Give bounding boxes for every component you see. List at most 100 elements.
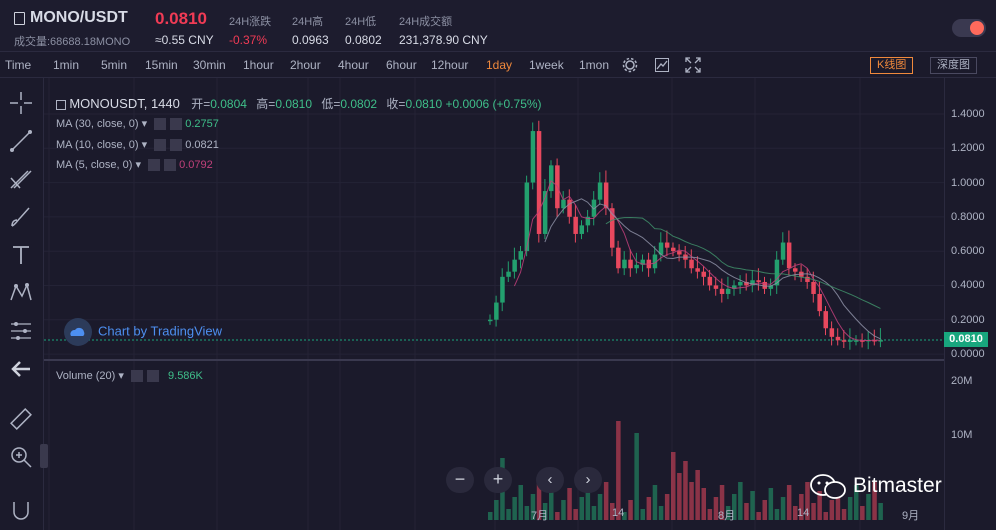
candle-body: [518, 251, 523, 260]
volume-bar: [689, 482, 694, 520]
volume-bar: [847, 497, 853, 520]
theme-toggle[interactable]: [952, 19, 986, 37]
cny-price: ≈0.55 CNY: [155, 33, 214, 47]
tf-1hour[interactable]: 1hour: [243, 58, 274, 72]
ma30-settings-icon[interactable]: [154, 118, 167, 131]
magnet-icon[interactable]: [8, 498, 34, 524]
ma30-row[interactable]: MA (30, close, 0) ▾ 0.2757: [56, 118, 219, 131]
prediction-tool-icon[interactable]: [8, 318, 34, 344]
ruler-icon[interactable]: [8, 406, 34, 432]
fullscreen-icon[interactable]: [685, 57, 701, 73]
volume-bar: [561, 500, 566, 520]
tf-4hour[interactable]: 4hour: [338, 58, 369, 72]
ma5-close-icon[interactable]: [164, 159, 177, 172]
brush-icon[interactable]: [8, 204, 34, 230]
settings-gear-icon[interactable]: [622, 57, 638, 73]
tf-1day[interactable]: 1day: [479, 55, 519, 76]
tf-time[interactable]: Time: [5, 58, 32, 72]
candle-body: [786, 242, 792, 269]
price-tick: 1.2000: [951, 142, 985, 154]
volume-bar: [597, 494, 603, 520]
tf-2hour[interactable]: 2hour: [290, 58, 321, 72]
tf-1min[interactable]: 1min: [53, 58, 80, 72]
volume-bar: [786, 485, 792, 520]
volume-bar: [829, 500, 835, 520]
price-tick: 0.4000: [951, 279, 985, 291]
trend-line-icon[interactable]: [8, 128, 34, 154]
ma5-settings-icon[interactable]: [148, 159, 161, 172]
volume-bar: [616, 421, 621, 520]
ma5-value: 0.0792: [179, 159, 213, 171]
volume-bar: [719, 485, 725, 520]
volume-bar: [725, 506, 731, 520]
collapse-legend-icon[interactable]: [56, 99, 66, 110]
price-axis[interactable]: 1.4000 1.2000 1.0000 0.8000 0.6000 0.400…: [944, 78, 996, 530]
ma5-label: MA (5, close, 0): [56, 159, 133, 171]
ma30-close-icon[interactable]: [170, 118, 183, 131]
tf-30min[interactable]: 30min: [193, 58, 226, 72]
volume-bar: [805, 482, 810, 520]
tf-6hour[interactable]: 6hour: [386, 58, 417, 72]
scroll-left-button[interactable]: ‹: [536, 467, 564, 493]
ma5-row[interactable]: MA (5, close, 0) ▾ 0.0792: [56, 159, 213, 172]
crosshair-icon[interactable]: [8, 90, 34, 116]
moving-average-line: [544, 198, 881, 340]
legend-row: MONOUSDT, 1440 开=0.0804 高=0.0810 低=0.080…: [56, 95, 542, 112]
volume-bar: [530, 494, 536, 520]
legend-low: 0.0802: [340, 97, 378, 111]
tradingview-watermark[interactable]: Chart by TradingView: [64, 318, 222, 346]
volume-bar: [518, 485, 523, 520]
volume-legend-row[interactable]: Volume (20) ▾ 9.586K: [56, 370, 203, 383]
candle-body: [701, 271, 706, 277]
depth-view-button[interactable]: 深度图: [930, 57, 977, 74]
candle-body: [585, 216, 591, 226]
fib-tool-icon[interactable]: [8, 166, 34, 192]
candle-body: [805, 276, 810, 282]
ma10-close-icon[interactable]: [170, 139, 183, 152]
pair-name[interactable]: MONO/USDT: [30, 9, 128, 26]
indicator-chart-icon[interactable]: [654, 57, 670, 73]
volume-settings-icon[interactable]: [130, 370, 143, 383]
zoom-in-button[interactable]: +: [484, 467, 512, 493]
candle-body: [622, 259, 627, 269]
candle-body: [689, 259, 694, 269]
tf-5min[interactable]: 5min: [101, 58, 128, 72]
moving-average-line: [605, 216, 881, 309]
volume-bar: [835, 488, 841, 520]
candlestick-chart[interactable]: [44, 78, 944, 530]
scroll-right-button[interactable]: ›: [574, 467, 602, 493]
volume-bar: [878, 503, 883, 520]
tf-12hour[interactable]: 12hour: [431, 58, 469, 72]
candle-body: [860, 340, 865, 342]
candle-body: [744, 281, 749, 286]
ma30-value: 0.2757: [185, 118, 219, 130]
chart-area[interactable]: MONOUSDT, 1440 开=0.0804 高=0.0810 低=0.080…: [44, 78, 944, 530]
drawing-toolbar: [0, 78, 48, 530]
current-price-tag: 0.0810: [944, 332, 988, 347]
volume-bar: [750, 491, 755, 520]
stat-change-label: 24H涨跌: [229, 16, 272, 28]
kline-view-button[interactable]: K线图: [870, 57, 914, 74]
volume-close-icon[interactable]: [146, 370, 159, 383]
candle-body: [732, 285, 737, 289]
zoom-out-button[interactable]: −: [446, 467, 474, 493]
candle-body: [640, 259, 645, 265]
candle-body: [841, 340, 847, 342]
volume-bar: [841, 509, 847, 520]
candle-body: [835, 336, 841, 341]
x-tick: 7月: [531, 510, 549, 522]
back-arrow-icon[interactable]: [8, 356, 34, 382]
zoom-in-icon[interactable]: [8, 444, 34, 470]
volume-bar: [671, 452, 676, 520]
tf-1mon[interactable]: 1mon: [579, 58, 610, 72]
volume-bar: [628, 500, 633, 520]
tf-1week[interactable]: 1week: [529, 58, 564, 72]
ticker-header: MONO/USDT 成交量:68688.18MONO 0.0810 ≈0.55 …: [0, 0, 996, 52]
volume-bar: [494, 500, 499, 520]
collapse-toolbar-handle[interactable]: [40, 444, 48, 468]
text-tool-icon[interactable]: [8, 242, 34, 268]
ma10-settings-icon[interactable]: [154, 139, 167, 152]
ma10-row[interactable]: MA (10, close, 0) ▾ 0.0821: [56, 139, 219, 152]
pattern-tool-icon[interactable]: [8, 280, 34, 306]
tf-15min[interactable]: 15min: [145, 58, 178, 72]
